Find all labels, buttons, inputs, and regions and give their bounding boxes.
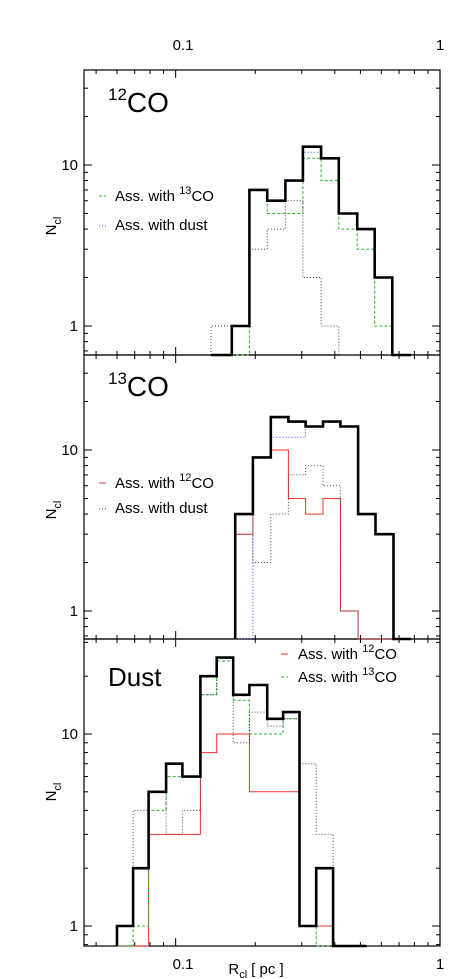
legend-text: Ass. with: [298, 646, 362, 663]
x-axis-label-sub: cl: [239, 969, 247, 979]
bottom-axis-tick-0.1: 0.1: [173, 956, 194, 973]
legend-text: Ass. with: [115, 188, 179, 205]
x-axis-label-unit: [ pc ]: [251, 961, 284, 978]
panel-13co-series-0-step: [233, 415, 411, 641]
panel-dust-ylabel: Ncl: [43, 783, 64, 802]
legend-12co-13co-label: Ass. with 13CO: [115, 185, 214, 205]
panel-dust-series-0-step: [115, 656, 367, 948]
legend-dust-13co-label: Ass. with 13CO: [298, 666, 397, 686]
panel-12co-ylabel-sub: cl: [52, 217, 64, 225]
x-axis-label-main: R: [228, 961, 239, 978]
legend-12co-dust-label: Ass. with dust: [115, 217, 208, 234]
panel-12co-ytick-10: 10: [61, 157, 78, 174]
legend-text: Ass. with: [115, 475, 179, 492]
panel-dust-series-3-step: [116, 657, 367, 947]
legend-sup: 13: [179, 185, 191, 197]
panel-12co-ylabel: Ncl: [43, 217, 64, 236]
panel-13co-series-2-step: [234, 465, 411, 640]
panel-13co-ytick-1: 1: [70, 603, 78, 620]
legend-text: Ass. with: [298, 669, 362, 686]
panel-12co-title-sup: 12: [108, 85, 127, 104]
panel-dust-series-1-step: [117, 733, 367, 947]
panel-12co-series-3-step: [210, 200, 411, 356]
panel-13co-title: 13CO: [108, 369, 169, 402]
panel-12co-series-2-step: [211, 151, 411, 356]
x-axis-label: Rcl [ pc ]: [228, 961, 283, 979]
panel-dust-ylabel-sub: cl: [52, 783, 64, 791]
legend-sup: 12: [179, 472, 191, 484]
legend-sup: 13: [362, 666, 374, 678]
panel-13co-ylabel-sub: cl: [52, 501, 64, 509]
panel-12co-ytick-1: 1: [70, 318, 78, 335]
panel-dust-ylabel-main: N: [43, 791, 60, 802]
legend-dust-12co-label: Ass. with 12CO: [298, 643, 397, 663]
panel-dust-frame: [83, 638, 441, 947]
legend-13co-dust-label: Ass. with dust: [115, 500, 208, 517]
legend-suffix: CO: [374, 669, 397, 686]
panel-dust-title: Dust: [108, 662, 162, 692]
legend-13co-12co-label: Ass. with 12CO: [115, 472, 214, 492]
panel-13co-title-sup: 13: [108, 369, 127, 388]
legend-suffix: CO: [191, 475, 214, 492]
panel-13co-ylabel: Ncl: [43, 501, 64, 520]
legend-suffix: CO: [374, 646, 397, 663]
bottom-axis-tick-1: 1: [436, 956, 444, 973]
panel-dust-series-2-step: [117, 660, 367, 947]
panel-13co-series-3-step: [235, 421, 411, 640]
top-axis-tick-0.1: 0.1: [173, 37, 194, 54]
panel-12co-series-0-step: [211, 145, 411, 357]
panel-13co-ylabel-main: N: [43, 509, 60, 520]
legend-suffix: CO: [191, 188, 214, 205]
panel-13co-title-main: CO: [127, 371, 169, 402]
panel-dust-ytick-10: 10: [61, 726, 78, 743]
panel-13co-ytick-10: 10: [61, 442, 78, 459]
top-axis-tick-1: 1: [436, 37, 444, 54]
legend-sup: 12: [362, 643, 374, 655]
chart-marks: [84, 70, 441, 948]
panel-12co-title-main: CO: [127, 87, 169, 118]
panel-12co-ylabel-main: N: [43, 225, 60, 236]
panel-dust-ytick-1: 1: [70, 918, 78, 935]
panel-12co-title: 12CO: [108, 85, 169, 118]
